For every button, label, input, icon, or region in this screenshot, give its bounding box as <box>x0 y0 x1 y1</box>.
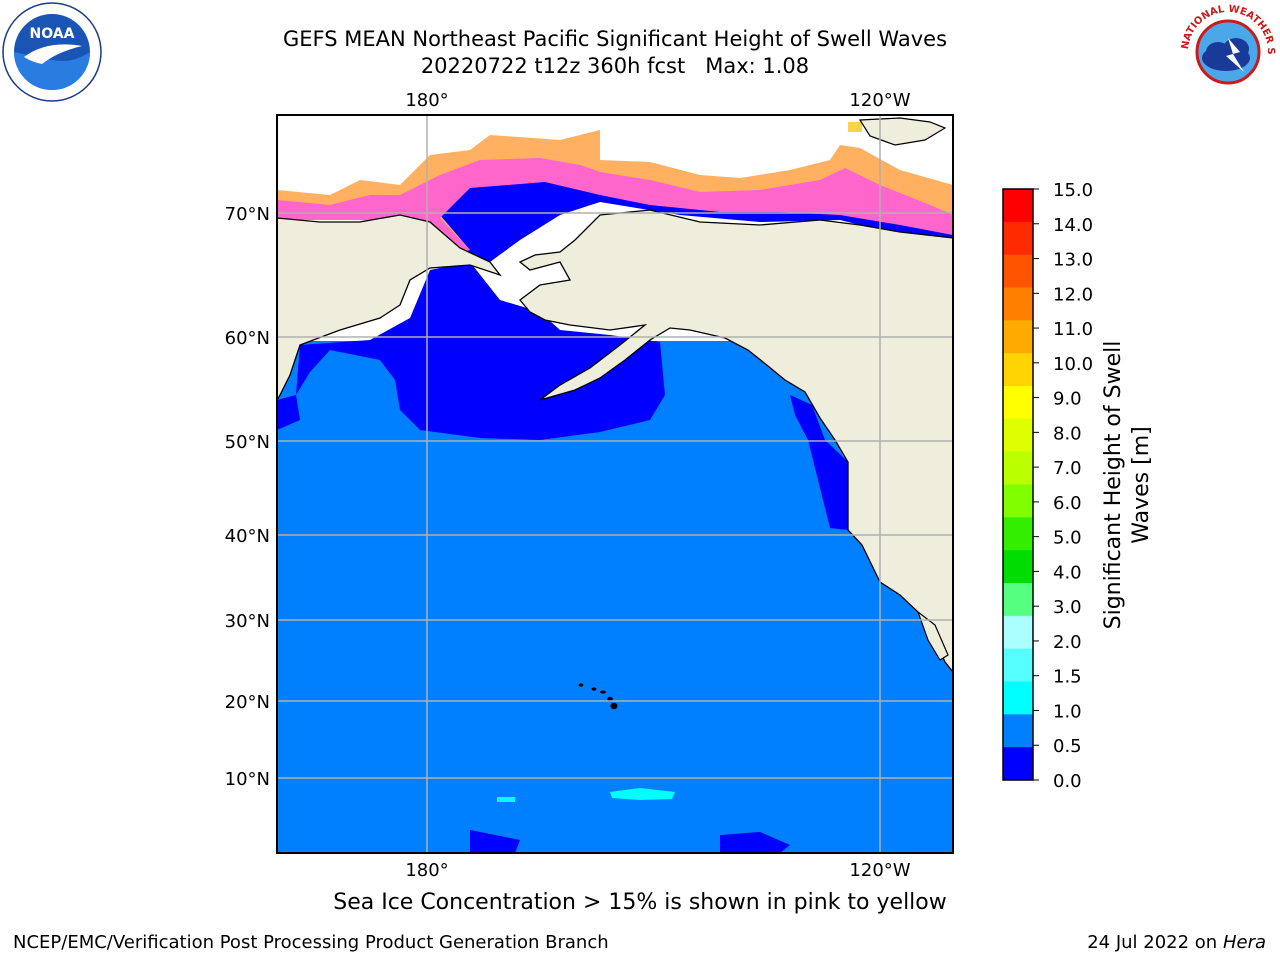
map-gridlines <box>277 115 953 853</box>
colorbar-swatch <box>1003 648 1033 682</box>
colorbar-swatch <box>1003 550 1033 584</box>
lon-label-bottom-180: 180° <box>405 860 448 881</box>
footer-credit: NCEP/EMC/Verification Post Processing Pr… <box>13 932 609 953</box>
lat-label-40n: 40°N <box>225 526 270 547</box>
colorbar-tick-label: 1.5 <box>1053 667 1082 688</box>
footer-date: 24 Jul 2022 on Hera <box>1087 932 1266 953</box>
colorbar-tick-label: 15.0 <box>1053 180 1093 201</box>
lat-label-70n: 70°N <box>225 204 270 225</box>
noaa-logo-icon: NOAA <box>2 2 102 102</box>
colorbar-frame <box>1002 188 1034 781</box>
lon-label-bottom-120w: 120°W <box>849 860 910 881</box>
colorbar-tick-label: 0.5 <box>1053 736 1082 757</box>
colorbar-tick-label: 14.0 <box>1053 215 1093 236</box>
colorbar-swatch <box>1003 418 1033 453</box>
colorbar-swatch <box>1003 189 1033 223</box>
colorbar-tick-label: 1.0 <box>1053 701 1082 722</box>
colorbar-tick-label: 4.0 <box>1053 562 1082 583</box>
colorbar-label: Significant Height of Swell Waves [m] <box>1101 340 1154 630</box>
ocean-low-swell-region <box>296 262 665 440</box>
colorbar-swatch <box>1003 517 1033 551</box>
land-chukotka <box>277 214 502 402</box>
colorbar-swatch <box>1003 320 1033 354</box>
colorbar-tick-label: 2.0 <box>1053 632 1082 653</box>
colorbar-swatch <box>1003 583 1033 617</box>
colorbar-swatch <box>1003 747 1033 781</box>
hawaii-islands <box>578 683 618 710</box>
ocean-cyan-patch <box>610 788 675 800</box>
map-frame <box>276 114 954 854</box>
colorbar-swatch <box>1003 254 1033 288</box>
footer-date-text: 24 Jul 2022 on <box>1087 932 1223 953</box>
colorbar-tick-label: 9.0 <box>1053 389 1082 410</box>
lat-label-50n: 50°N <box>225 432 270 453</box>
national-weather-service-logo-icon: NATIONAL WEATHER SERVICE <box>1178 2 1276 100</box>
map-plot-area <box>277 115 953 853</box>
sea-ice-note: Sea Ice Concentration > 15% is shown in … <box>333 890 947 915</box>
colorbar-swatch <box>1003 714 1033 748</box>
colorbar-tick-label: 12.0 <box>1053 284 1093 305</box>
chart-title: GEFS MEAN Northeast Pacific Significant … <box>282 27 948 51</box>
colorbar-swatch <box>1003 451 1033 485</box>
colorbar-swatch <box>1003 681 1033 715</box>
colorbar-swatch <box>1003 615 1033 650</box>
lon-label-top-120w: 120°W <box>849 90 910 111</box>
lon-label-top-180: 180° <box>405 90 448 111</box>
colorbar-swatch <box>1003 353 1033 387</box>
colorbar-tick-label: 7.0 <box>1053 458 1082 479</box>
colorbar-tick-label: 6.0 <box>1053 493 1082 514</box>
lat-label-30n: 30°N <box>225 611 270 632</box>
colorbar-swatch <box>1003 287 1033 321</box>
colorbar-tick-label: 5.0 <box>1053 528 1082 549</box>
lat-label-10n: 10°N <box>225 769 270 790</box>
colorbar-tick-label: 3.0 <box>1053 597 1082 618</box>
footer-host: Hera <box>1222 932 1266 953</box>
colorbar-swatch <box>1003 484 1033 518</box>
lat-label-60n: 60°N <box>225 328 270 349</box>
colorbar-tick-label: 11.0 <box>1053 319 1093 340</box>
colorbar: 15.0 14.0 13.0 12.0 11.0 10.0 9.0 8.0 7.0 6.0 5.0 4… <box>1002 180 1093 792</box>
land-alaska-canada-usa <box>518 115 953 674</box>
colorbar-tick-label: 8.0 <box>1053 423 1082 444</box>
colorbar-tick-label: 0.0 <box>1053 771 1082 792</box>
lat-label-20n: 20°N <box>225 692 270 713</box>
chart-subtitle: 20220722 t12z 360h fcst Max: 1.08 <box>420 54 810 78</box>
colorbar-swatch <box>1003 386 1033 420</box>
noaa-logo-text: NOAA <box>30 26 75 42</box>
colorbar-tick-label: 13.0 <box>1053 250 1093 271</box>
colorbar-swatch <box>1003 221 1033 256</box>
colorbar-tick-label: 10.0 <box>1053 354 1093 375</box>
